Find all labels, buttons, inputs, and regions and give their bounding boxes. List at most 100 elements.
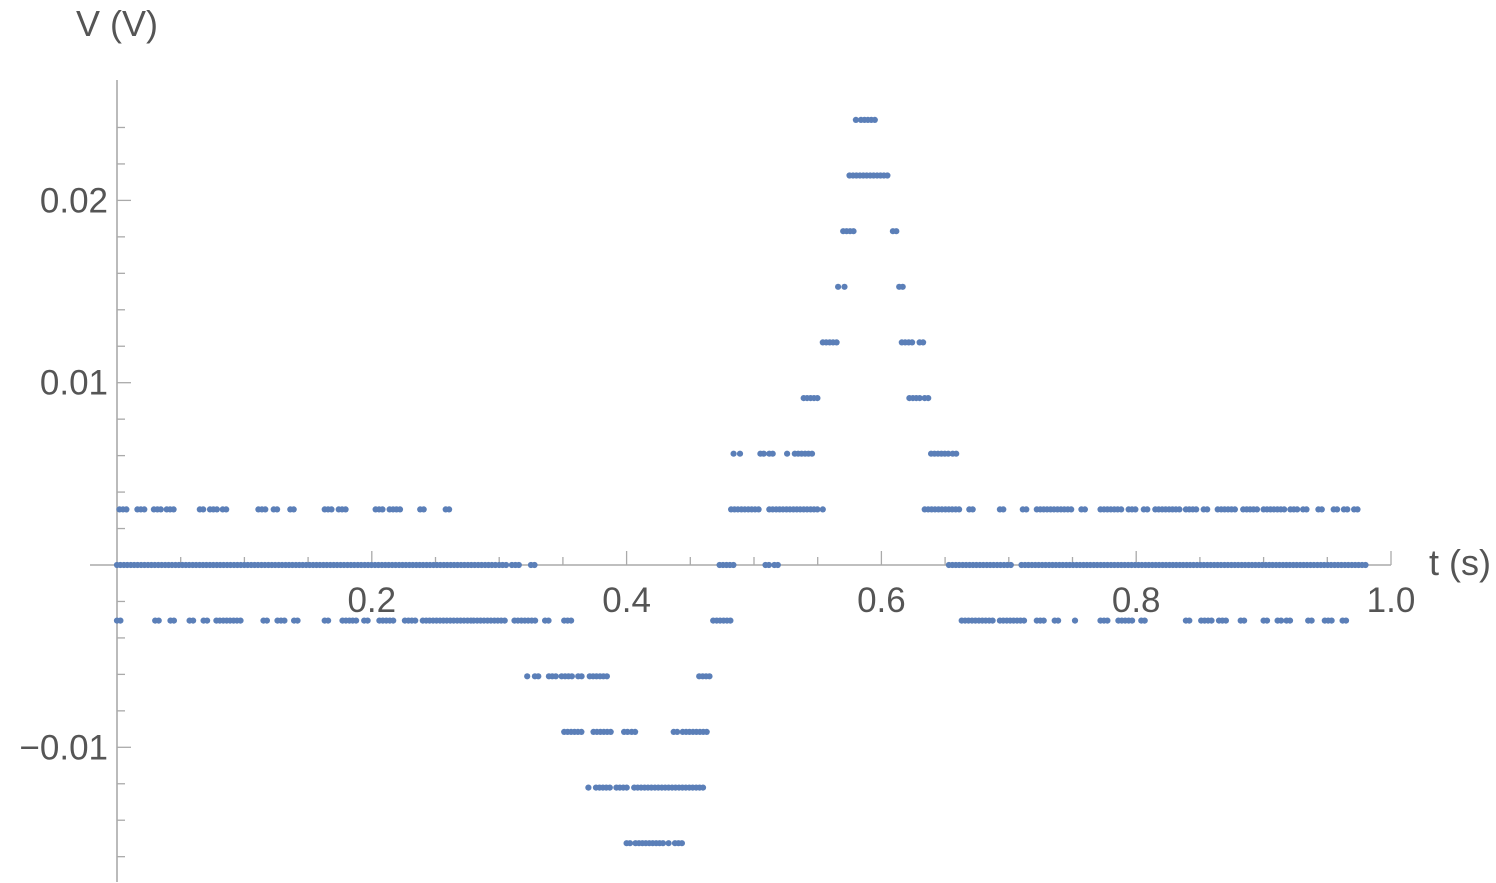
data-point	[325, 617, 332, 624]
data-point	[1308, 617, 1315, 624]
data-point	[170, 506, 177, 513]
data-point	[578, 673, 585, 680]
data-point	[1344, 506, 1351, 513]
data-point	[1222, 617, 1229, 624]
data-point	[956, 506, 963, 513]
data-point	[501, 617, 508, 624]
data-point	[703, 728, 710, 736]
data-point	[623, 784, 630, 791]
axes	[90, 80, 1392, 882]
data-point	[819, 506, 826, 513]
data-point	[884, 172, 891, 179]
data-point	[1204, 506, 1211, 513]
data-point	[606, 784, 613, 791]
data-point	[532, 617, 539, 624]
data-point	[1040, 617, 1047, 624]
data-point	[916, 395, 923, 402]
data-point	[1007, 561, 1014, 569]
data-point	[1000, 506, 1007, 513]
data-point	[1020, 617, 1028, 624]
data-point	[328, 506, 335, 513]
data-point	[1278, 617, 1285, 624]
data-point	[659, 840, 667, 847]
data-point	[353, 617, 360, 624]
data-point	[503, 561, 510, 569]
data-point	[141, 506, 148, 513]
data-point	[765, 561, 773, 569]
y-tick-label: 0.01	[40, 364, 108, 403]
tick-labels: 0.2 0.4 0.6 0.8 1.0 −0.01 0.01 0.02 t (s) V (V)	[19, 3, 1491, 767]
data-point	[155, 617, 162, 624]
data-point	[699, 784, 707, 791]
data-point	[515, 561, 522, 569]
data-point	[814, 506, 821, 513]
data-point	[568, 673, 576, 680]
data-point	[989, 617, 996, 624]
data-point	[263, 617, 270, 624]
data-point	[1144, 506, 1151, 513]
data-point	[545, 617, 552, 624]
data-point	[814, 395, 821, 402]
data-point	[1193, 506, 1200, 513]
data-point	[290, 506, 297, 513]
data-point	[1176, 506, 1183, 513]
data-point	[841, 283, 848, 290]
data-point	[835, 283, 842, 290]
data-point	[1354, 506, 1361, 513]
data-point	[396, 506, 404, 513]
data-point	[769, 450, 776, 457]
data-point	[852, 116, 860, 123]
data-point	[607, 728, 614, 736]
data-point	[730, 450, 737, 457]
data-point	[274, 506, 281, 513]
data-point	[1132, 506, 1139, 513]
data-point	[585, 784, 592, 791]
data-point	[170, 617, 177, 624]
x-tick-label: 0.6	[857, 581, 906, 620]
data-point	[774, 561, 781, 569]
data-point	[1023, 506, 1030, 513]
data-point	[262, 506, 269, 513]
data-point	[446, 506, 453, 513]
data-point	[808, 450, 816, 457]
data-point	[237, 617, 244, 624]
data-point	[531, 561, 538, 569]
data-point	[1055, 617, 1062, 624]
data-point	[1263, 617, 1271, 624]
data-point	[1362, 561, 1369, 569]
data-point	[755, 506, 762, 513]
data-point	[953, 450, 960, 457]
data-point	[909, 339, 916, 346]
data-point	[412, 617, 419, 624]
data-point	[1294, 506, 1301, 513]
data-point	[200, 506, 207, 513]
data-point	[1068, 506, 1075, 513]
data-point	[213, 506, 220, 513]
data-point	[871, 116, 878, 123]
data-point	[390, 617, 397, 624]
data-point	[784, 450, 791, 457]
data-point	[626, 840, 634, 847]
data-point	[632, 728, 639, 736]
data-point	[674, 728, 681, 736]
y-tick-label: −0.01	[19, 728, 108, 767]
data-point	[524, 673, 531, 680]
data-point	[850, 228, 857, 235]
data-point	[678, 840, 686, 847]
data-point	[342, 506, 349, 513]
data-point	[727, 617, 734, 624]
data-point	[223, 506, 230, 513]
data-point	[1129, 617, 1136, 624]
x-tick-label: 0.4	[602, 581, 651, 620]
data-point	[123, 506, 130, 513]
data-point	[420, 506, 427, 513]
data-point	[157, 506, 164, 513]
data-point	[535, 673, 542, 680]
data-point	[281, 617, 288, 624]
data-point	[603, 673, 611, 680]
data-point	[1141, 617, 1148, 624]
data-point	[1186, 617, 1193, 624]
data-point	[190, 617, 197, 624]
data-point	[1286, 617, 1294, 624]
x-tick-label: 0.2	[347, 581, 396, 620]
